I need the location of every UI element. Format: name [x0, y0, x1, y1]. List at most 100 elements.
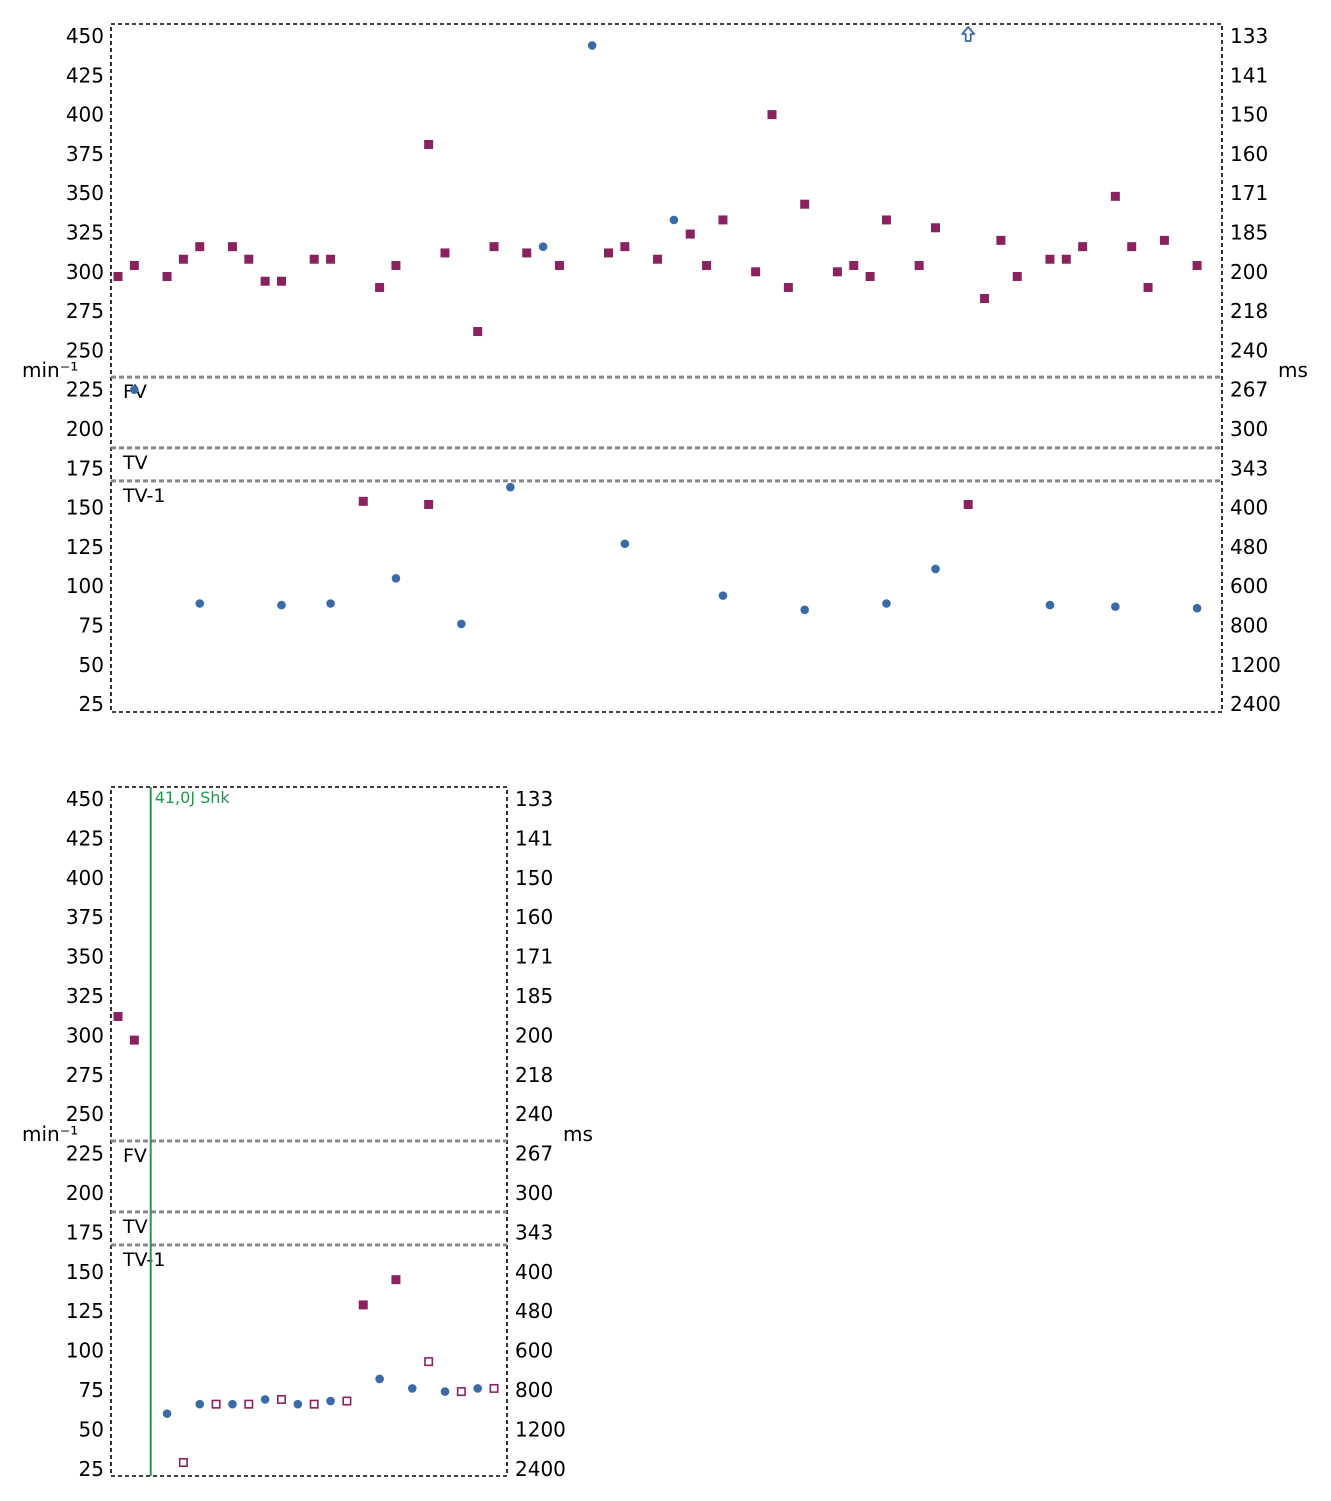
atrial-point: [865, 272, 875, 282]
episode-chart-bottom: 450 425 400 375 350 325 300 275 250 225 200 175 150 1…: [22, 786, 593, 1481]
atrial-point: [685, 229, 695, 239]
y-tick-right: 480: [1230, 535, 1268, 559]
atrial-point: [391, 261, 401, 271]
y-tick-right: 160: [1230, 142, 1268, 166]
shock-annotation: 41,0J Shk: [155, 788, 231, 807]
atrial-point: [653, 254, 663, 264]
y-tick-left: 25: [79, 692, 104, 716]
atrial-point: [473, 327, 483, 337]
y-tick-right: 1200: [515, 1417, 566, 1441]
ventricular-point: [882, 599, 891, 608]
ventricular-point: [620, 539, 630, 549]
atrial-point-open: [342, 1396, 352, 1406]
y-tick-right: 343: [515, 1220, 553, 1244]
y-tick-left: 150: [66, 496, 104, 520]
y-tick-left: 325: [66, 221, 104, 245]
y-tick-right: 300: [1230, 417, 1268, 441]
y-tick-right: 200: [1230, 260, 1268, 284]
atrial-point: [162, 272, 172, 282]
zone-label-fv: FV: [123, 1145, 147, 1167]
ventricular-point: [228, 1399, 237, 1409]
ventricular-point: [130, 385, 139, 395]
y-tick-left: 275: [66, 1063, 104, 1087]
ventricular-point: [669, 215, 679, 225]
y-tick-right: 400: [1230, 496, 1268, 520]
atrial-point: [1012, 272, 1022, 282]
ventricular-point: [440, 1387, 450, 1396]
y-tick-right: 267: [1230, 378, 1268, 402]
atrial-point: [1078, 242, 1088, 252]
atrial-point: [424, 139, 434, 149]
y-tick-right: 150: [1230, 103, 1268, 127]
atrial-point: [718, 215, 728, 225]
atrial-point: [751, 267, 761, 277]
atrial-point: [849, 261, 859, 271]
atrial-point: [620, 242, 630, 252]
zone-label-tv: TV: [122, 1216, 148, 1238]
atrial-point: [326, 254, 336, 264]
atrial-point: [424, 499, 434, 509]
atrial-point: [260, 276, 270, 286]
atrial-point: [1192, 261, 1202, 271]
y-tick-right: 160: [515, 905, 553, 929]
atrial-point: [440, 248, 450, 258]
atrial-point-open: [276, 1394, 286, 1404]
y-tick-right: 218: [515, 1063, 553, 1087]
atrial-point: [963, 499, 973, 509]
atrial-point: [1045, 254, 1055, 264]
atrial-point: [554, 261, 564, 271]
ventricular-point: [1045, 600, 1055, 610]
atrial-point: [244, 254, 254, 264]
y-tick-right: 240: [1230, 338, 1268, 362]
y-tick-left: 400: [66, 866, 104, 890]
ventricular-point: [195, 1399, 205, 1409]
y-axis-left-label: min⁻¹: [22, 1122, 78, 1146]
y-tick-right: 267: [515, 1142, 553, 1166]
zone-label-tv-1: TV-1: [122, 485, 165, 507]
episode-chart-top: 450 425 400 375 350 325 300 275 250 225 200 175 150 1…: [22, 23, 1308, 716]
atrial-point: [1143, 283, 1153, 293]
zone-label-tv: TV: [122, 452, 148, 474]
y-tick-left: 150: [66, 1260, 104, 1284]
y-tick-left: 50: [79, 653, 104, 677]
ventricular-point: [1192, 603, 1202, 613]
y-tick-right: 240: [515, 1102, 553, 1126]
y-tick-left: 250: [66, 338, 104, 362]
atrial-point: [522, 248, 532, 258]
y-tick-left: 125: [66, 535, 104, 559]
ventricular-point: [326, 599, 335, 608]
y-tick-right: 171: [515, 945, 553, 969]
y-tick-left: 250: [66, 1102, 104, 1126]
y-tick-left: 200: [66, 417, 104, 441]
y-tick-right: 2400: [515, 1457, 566, 1481]
atrial-point: [309, 254, 319, 264]
y-tick-right: 600: [1230, 574, 1268, 598]
atrial-point: [358, 1300, 368, 1310]
y-tick-left: 50: [79, 1417, 104, 1441]
atrial-point: [914, 261, 924, 271]
y-tick-left: 450: [66, 24, 104, 48]
atrial-point: [391, 1275, 401, 1285]
plot-frame: [110, 786, 508, 1477]
y-tick-left: 325: [66, 984, 104, 1008]
ventricular-point: [931, 564, 940, 574]
atrial-point: [783, 283, 793, 293]
atrial-point: [227, 242, 237, 252]
y-tick-right: 185: [515, 984, 553, 1008]
y-tick-left: 350: [66, 181, 104, 205]
y-axis-left-label: min⁻¹: [22, 358, 78, 382]
atrial-point: [800, 199, 810, 209]
plot-frame: [110, 23, 1223, 713]
y-tick-left: 450: [66, 787, 104, 811]
y-tick-left: 125: [66, 1299, 104, 1323]
atrial-point: [832, 267, 842, 277]
y-tick-left: 75: [79, 1378, 104, 1402]
y-tick-left: 25: [79, 1457, 104, 1481]
atrial-point: [702, 261, 712, 271]
atrial-point: [1159, 235, 1169, 245]
atrial-point-open: [309, 1399, 319, 1409]
ventricular-point: [718, 591, 728, 600]
zone-label-tv-1: TV-1: [122, 1249, 165, 1271]
y-tick-left: 175: [66, 456, 104, 480]
